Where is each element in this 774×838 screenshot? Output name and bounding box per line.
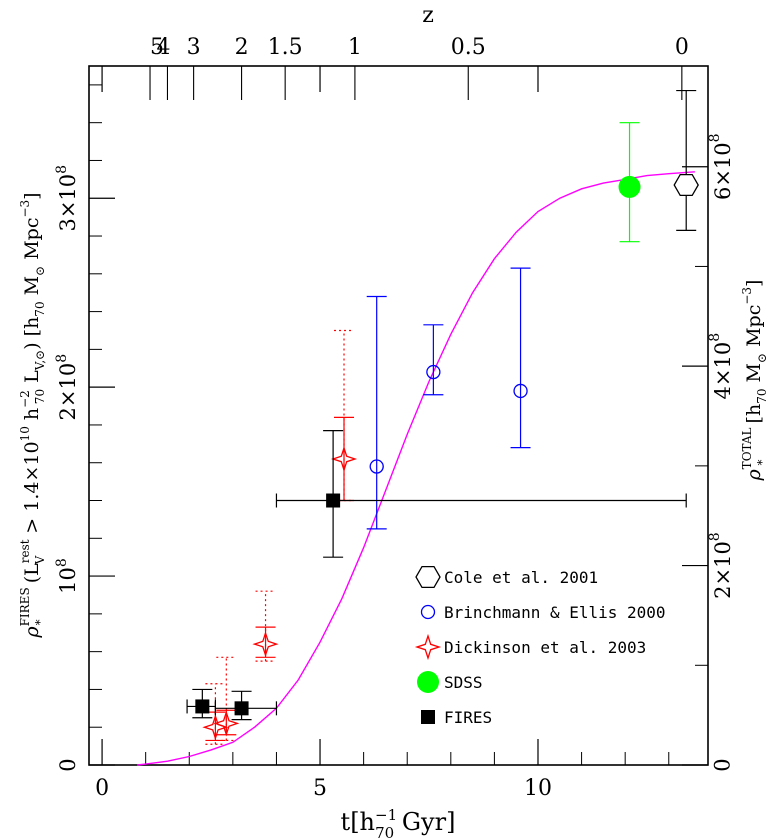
legend-item: Brinchmann & Ellis 2000 [420, 603, 666, 622]
legend-label: FIRES [444, 708, 492, 727]
z-tick-label: 0.5 [451, 35, 486, 60]
legend-item: Cole et al. 2001 [415, 565, 598, 589]
data-layer [186, 89, 699, 745]
x-tick-label: 0 [95, 776, 109, 801]
model-curve-layer [136, 171, 695, 766]
z-tick-label: 2 [235, 35, 249, 60]
series-hexagon [673, 89, 699, 231]
z-tick-label: 3 [187, 35, 201, 60]
data-point [369, 459, 384, 474]
y-tick-label: 108 [54, 558, 80, 594]
legend-item: SDSS [417, 671, 483, 693]
z-tick-label: 1.5 [268, 35, 303, 60]
y-right-axis-label: ρTOTAL* [h70 M⊙ Mpc−3] [740, 280, 769, 482]
data-point [513, 383, 528, 399]
data-point [213, 710, 240, 737]
x-tick-label: 10 [524, 776, 552, 801]
legend-label: Dickinson et al. 2003 [444, 638, 646, 657]
y-right-tick-label: 4×108 [707, 333, 735, 400]
legend-marker [421, 710, 435, 724]
legend-label: Brinchmann & Ellis 2000 [444, 603, 666, 622]
legend-item: Dickinson et al. 2003 [414, 633, 646, 661]
z-tick-label: 1 [348, 35, 362, 60]
legend-marker [415, 565, 441, 589]
y-tick-label: 2×108 [54, 354, 80, 421]
y-tick-label: 3×108 [54, 165, 80, 232]
legend-marker [417, 671, 439, 693]
axes [89, 66, 708, 766]
data-point [326, 493, 341, 508]
z-tick-label: 4 [156, 35, 170, 60]
legend: Cole et al. 2001 Brinchmann & Ellis 2000 D… [414, 565, 666, 727]
model-curve [136, 171, 695, 766]
legend-marker [414, 633, 442, 661]
x-tick-label: 5 [313, 776, 327, 801]
legend-label: SDSS [444, 673, 483, 692]
legend-marker [420, 604, 436, 620]
y-right-tick-label: 6×108 [707, 133, 735, 200]
data-point [330, 445, 358, 473]
data-point [618, 175, 641, 198]
series-star [202, 329, 358, 745]
data-point [195, 699, 210, 714]
z-tick-label: 5 [150, 35, 164, 60]
legend-item: FIRES [421, 708, 492, 727]
x-axis-label: t[h−1 70 Gyr] [341, 806, 456, 838]
data-point [234, 701, 249, 716]
series-filled-circle [618, 122, 641, 243]
y-tick-label: 0 [56, 758, 80, 771]
series-open-circle [366, 267, 531, 530]
series-filled-square [186, 430, 687, 721]
data-point [426, 364, 441, 380]
data-point [252, 631, 279, 658]
y-right-tick-label: 0 [711, 758, 735, 771]
z-axis-label: z [422, 3, 434, 28]
y-left-axis-label: ρFIRES* (LrestV > 1.4×1010 h−270 LV,⊙) [… [18, 192, 47, 638]
y-right-tick-label: 2×108 [707, 532, 735, 599]
plot-frame [88, 65, 709, 766]
legend-label: Cole et al. 2001 [444, 568, 598, 587]
z-tick-label: 0 [675, 35, 689, 60]
data-point [673, 173, 699, 197]
